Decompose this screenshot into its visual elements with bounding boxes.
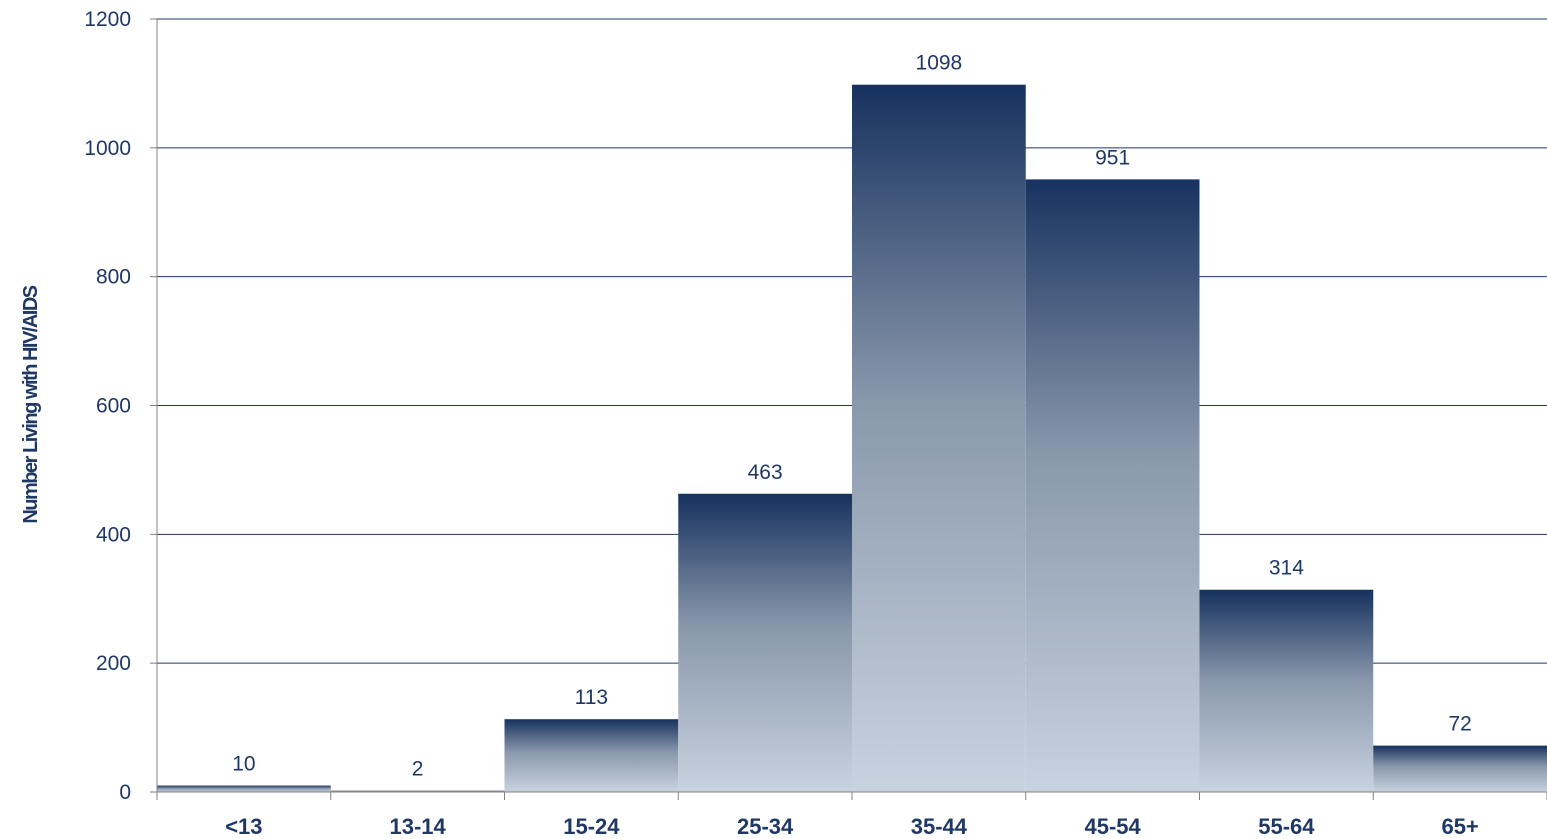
bar [1025,179,1200,792]
bar [330,790,505,792]
x-tick-label: 55-64 [1258,814,1315,839]
bar [1199,589,1374,792]
y-axis-label: Number Living with HIV/AIDS [20,285,42,523]
x-tick-label: 45-54 [1084,814,1141,839]
bar [157,785,331,792]
y-tick-label: 1000 [84,137,131,160]
data-labels: 10 2 113 463 1098 951 314 72 [232,52,1472,781]
data-label: 72 [1448,713,1471,736]
x-tick-label: 65+ [1441,814,1478,839]
bar [852,84,1026,792]
y-tick-labels: 0 200 400 600 800 1000 1200 [84,8,131,804]
data-label: 10 [232,753,255,776]
data-label: 463 [748,461,783,484]
bar [1373,745,1547,792]
x-tick-label: 13-14 [389,814,446,839]
x-tick-labels: <13 13-14 15-24 25-34 35-44 45-54 55-64 65+ [225,814,1479,839]
y-tick-label: 0 [119,781,131,804]
bar [678,493,852,792]
y-tick-label: 400 [96,523,131,546]
y-tick-label: 1200 [84,8,131,31]
data-label: 314 [1269,557,1304,580]
data-label: 1098 [916,52,963,75]
x-tick-label: <13 [225,814,262,839]
y-tick-label: 600 [96,395,131,418]
axes [150,18,1547,800]
y-tick-label: 800 [96,266,131,289]
x-tick-label: 15-24 [563,814,620,839]
data-label: 113 [575,686,608,709]
x-tick-label: 35-44 [911,814,968,839]
data-label: 951 [1095,146,1130,169]
bars [157,84,1547,792]
data-label: 2 [412,758,424,781]
y-tick-label: 200 [96,652,131,675]
x-tick-label: 25-34 [737,814,794,839]
bar [504,719,679,792]
